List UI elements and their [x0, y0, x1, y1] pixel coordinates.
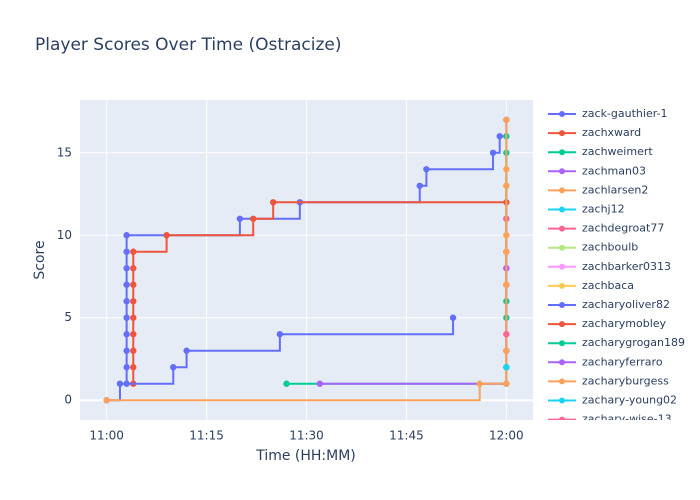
legend-marker[interactable]: [559, 416, 565, 423]
legend-label[interactable]: zachbaca: [582, 279, 634, 292]
legend-marker[interactable]: [559, 321, 565, 328]
data-point: [123, 232, 130, 239]
legend-label[interactable]: zacharyferraro: [582, 355, 663, 368]
legend-label[interactable]: zachj12: [582, 203, 625, 216]
data-point: [503, 380, 510, 387]
y-tick-label: 5: [64, 310, 72, 324]
y-tick-label: 10: [57, 228, 72, 242]
data-point: [130, 364, 137, 371]
data-point: [489, 149, 497, 156]
legend-marker[interactable]: [559, 397, 565, 404]
legend-marker[interactable]: [559, 149, 565, 156]
data-point: [503, 248, 510, 255]
data-point: [130, 298, 137, 305]
legend-label[interactable]: zachary-wise-13: [582, 413, 672, 426]
x-tick-label: 11:45: [389, 429, 424, 443]
legend-label[interactable]: zachlarsen2: [582, 183, 648, 196]
data-point: [130, 248, 137, 255]
data-point: [503, 364, 510, 371]
data-point: [503, 182, 510, 189]
legend-marker[interactable]: [559, 168, 565, 175]
data-point: [130, 314, 137, 321]
legend-marker[interactable]: [559, 206, 565, 213]
legend-label[interactable]: zachman03: [582, 164, 646, 177]
legend: zack-gauthier-1 zachxward zachweimert zachm…: [548, 107, 685, 426]
y-axis-title: Score: [32, 240, 48, 279]
y-tick-label: 0: [64, 393, 72, 407]
legend-label[interactable]: zachdegroat77: [582, 222, 664, 235]
data-point: [416, 182, 423, 189]
legend-marker[interactable]: [559, 282, 565, 289]
data-point: [476, 380, 483, 387]
data-point: [130, 281, 137, 288]
data-point: [103, 397, 110, 404]
x-tick-label: 11:30: [289, 429, 324, 443]
data-point: [130, 331, 137, 338]
legend-marker[interactable]: [559, 130, 565, 137]
legend-marker[interactable]: [559, 378, 565, 385]
data-point: [123, 298, 130, 305]
plot-marks: [103, 116, 510, 404]
data-point: [503, 281, 510, 288]
data-point: [449, 314, 457, 321]
data-point: [116, 380, 124, 387]
legend-marker[interactable]: [559, 244, 565, 251]
data-point: [183, 347, 190, 354]
x-tick-label: 11:15: [189, 429, 224, 443]
legend-label[interactable]: zachweimert: [582, 145, 653, 158]
legend-label[interactable]: zacharyoliver82: [582, 298, 670, 311]
data-point: [130, 265, 137, 272]
legend-marker[interactable]: [559, 187, 565, 194]
data-point: [123, 314, 130, 321]
legend-label[interactable]: zachxward: [582, 126, 641, 139]
legend-label[interactable]: zacharyburgess: [582, 374, 669, 387]
data-point: [316, 380, 324, 387]
data-point: [503, 232, 510, 239]
legend-marker[interactable]: [559, 359, 565, 366]
legend-marker[interactable]: [559, 225, 565, 232]
data-point: [123, 248, 130, 255]
legend-marker[interactable]: [559, 340, 565, 347]
data-point: [123, 347, 130, 354]
data-point: [170, 364, 177, 371]
legend-label[interactable]: zack-gauthier-1: [582, 107, 668, 120]
series-line: [132, 201, 507, 384]
data-point: [503, 331, 510, 338]
legend-label[interactable]: zachary-young02: [582, 394, 677, 407]
data-point: [123, 331, 130, 338]
data-point: [250, 215, 257, 222]
data-point: [123, 265, 130, 272]
data-point: [423, 166, 430, 173]
chart-title: Player Scores Over Time (Ostracize): [35, 35, 342, 55]
data-point: [503, 166, 510, 173]
data-point: [269, 199, 277, 206]
legend-marker[interactable]: [559, 263, 565, 270]
legend-marker[interactable]: [559, 302, 565, 308]
x-tick-label: 11:00: [89, 429, 124, 443]
data-point: [503, 116, 510, 123]
data-point: [496, 133, 503, 140]
x-tick-label: 12:00: [489, 429, 524, 443]
data-point: [123, 281, 130, 288]
legend-label[interactable]: zacharymobley: [582, 317, 667, 330]
data-point: [123, 364, 130, 371]
legend-marker[interactable]: [559, 111, 565, 117]
y-tick-label: 15: [57, 145, 72, 159]
data-point: [123, 380, 130, 387]
data-point: [503, 347, 510, 354]
data-point: [283, 380, 290, 387]
data-point: [163, 232, 170, 239]
data-point: [130, 347, 137, 354]
data-point: [276, 331, 284, 338]
legend-label[interactable]: zachbarker0313: [582, 260, 671, 273]
legend-label[interactable]: zachboulb: [582, 241, 638, 254]
data-point: [236, 215, 244, 222]
x-axis-title: Time (HH:MM): [255, 448, 356, 464]
legend-label[interactable]: zacharygrogan189: [582, 336, 685, 349]
